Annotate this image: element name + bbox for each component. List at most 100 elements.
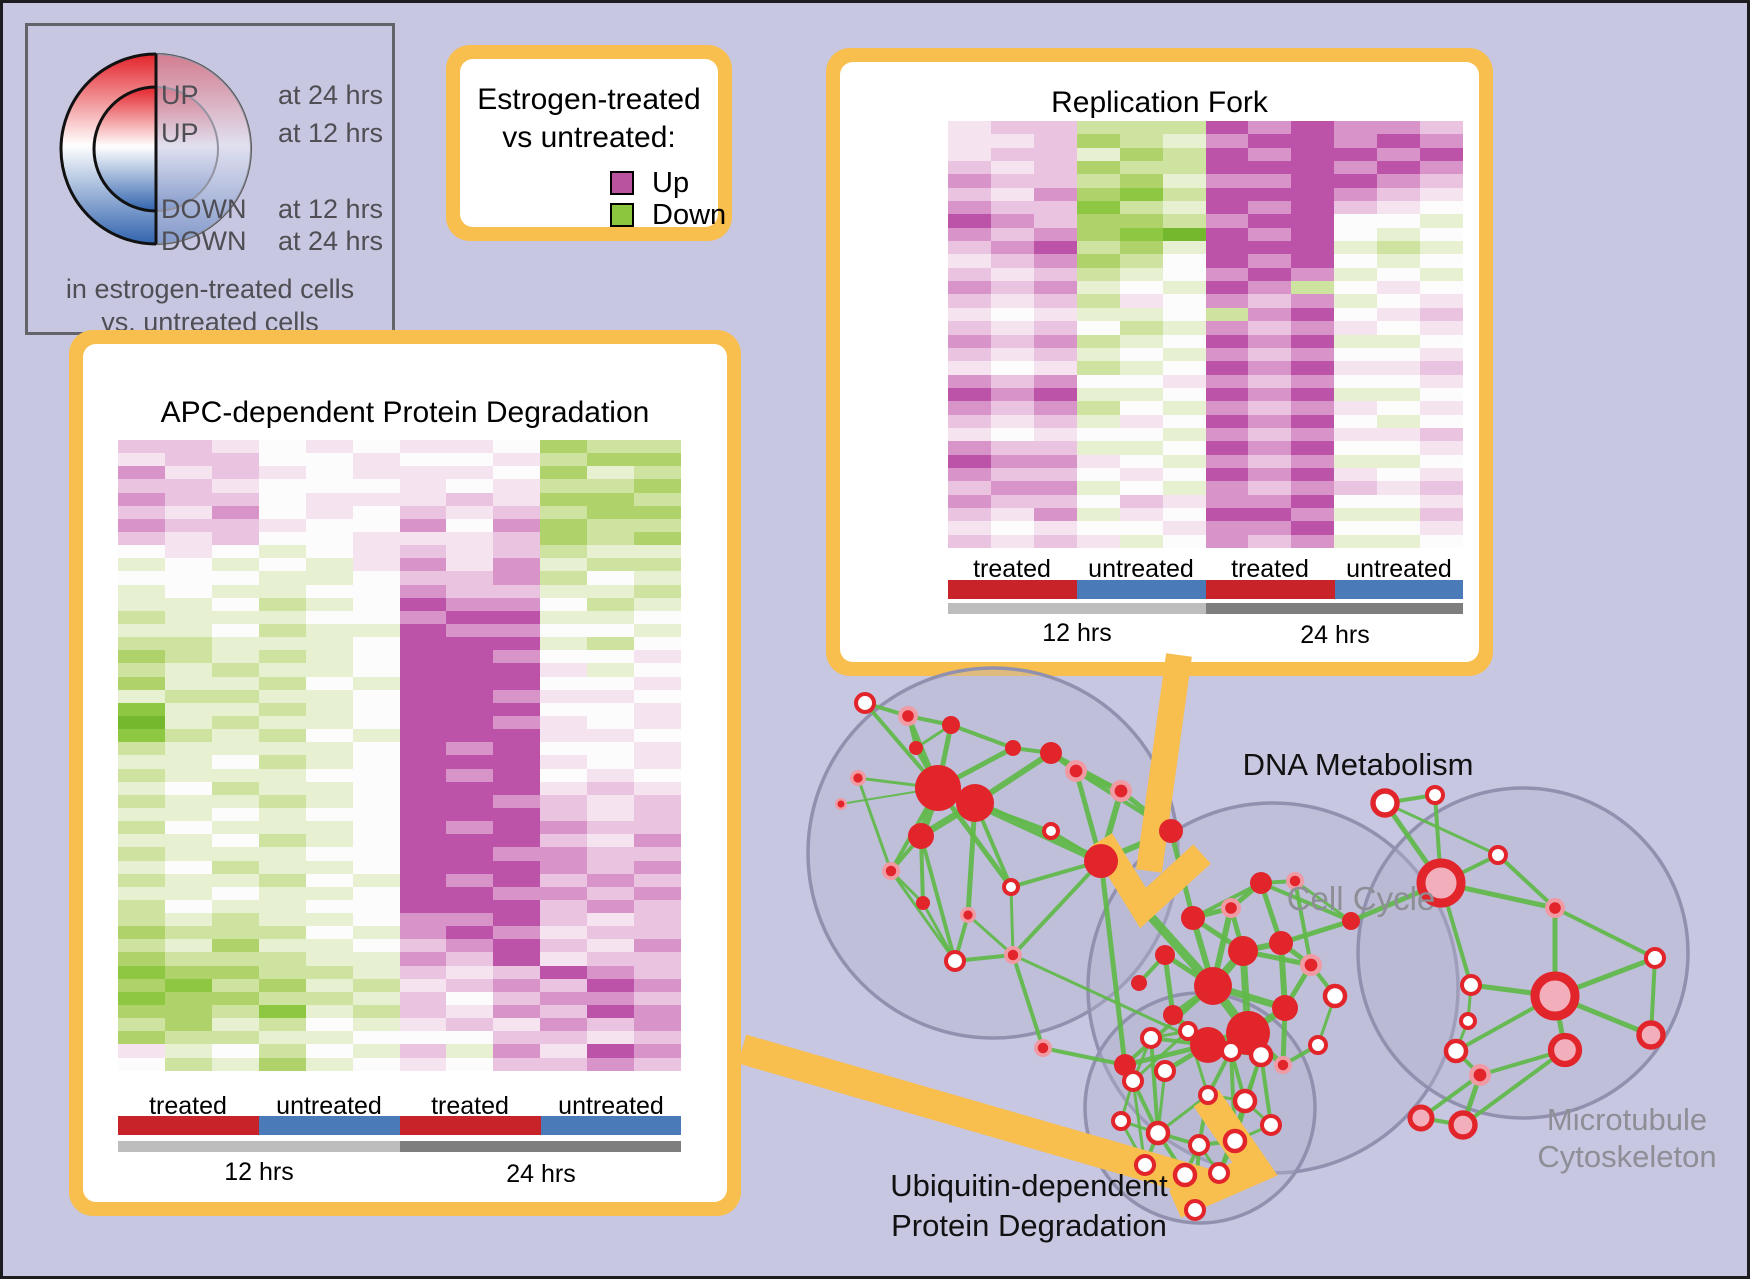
heatmap-cell	[118, 1057, 165, 1071]
heatmap-cell	[352, 834, 400, 848]
heatmap-cell	[587, 1005, 635, 1019]
heatmap-cell	[258, 794, 306, 808]
network-edge	[1009, 886, 1015, 956]
heatmap-cell	[493, 899, 541, 914]
heatmap-cell	[1033, 534, 1077, 548]
heatmap-cell	[446, 1031, 494, 1045]
heatmap-cell	[164, 1044, 212, 1058]
cell-cycle-label: Cell Cycle	[1286, 880, 1436, 917]
heatmap-cell	[493, 505, 541, 519]
heatmap-cell	[258, 584, 306, 598]
heatmap-cell	[948, 494, 991, 508]
heatmap-cell	[990, 521, 1034, 535]
heatmap-cell	[1291, 401, 1335, 415]
heatmap-cell	[1334, 481, 1378, 495]
heatmap-cell	[587, 886, 635, 900]
heatmap-cell	[164, 584, 212, 598]
heatmap-row	[948, 121, 1464, 135]
apc-group-3: treated	[431, 1092, 509, 1120]
heatmap-cell	[1377, 147, 1421, 162]
network-node	[853, 691, 877, 715]
heatmap-cell	[446, 978, 494, 992]
heatmap-cell	[1291, 467, 1335, 482]
heatmap-cell	[1119, 414, 1163, 428]
heatmap-cell	[1291, 534, 1335, 548]
heatmap-cell	[1291, 387, 1335, 402]
heatmap-cell	[211, 821, 259, 835]
heatmap-cell	[118, 545, 165, 559]
heatmap-cell	[118, 453, 165, 467]
heatmap-cell	[1334, 361, 1378, 375]
heatmap-cell	[990, 441, 1034, 455]
heatmap-cell	[540, 794, 588, 808]
heatmap-cell	[1033, 374, 1077, 388]
heatmap-cell	[1033, 414, 1077, 428]
heatmap-cell	[948, 321, 991, 335]
heatmap-cell	[352, 610, 400, 624]
heatmap-cell	[1291, 294, 1335, 308]
heatmap-cell	[258, 755, 306, 769]
heatmap-cell	[258, 978, 306, 992]
heatmap-row	[118, 650, 682, 664]
heatmap-cell	[1205, 507, 1249, 522]
heatmap-cell	[493, 755, 541, 769]
updown-circles-glyph	[59, 52, 252, 246]
heatmap-cell	[990, 187, 1034, 202]
heatmap-cell	[1162, 334, 1206, 348]
heatmap-row	[118, 952, 682, 966]
heatmap-cell	[990, 214, 1034, 228]
heatmap-cell	[634, 1031, 682, 1045]
heatmap-cell	[1248, 481, 1292, 495]
heatmap-cell	[493, 794, 541, 808]
network-node	[1269, 931, 1293, 955]
heatmap-cell	[258, 505, 306, 519]
heatmap-cell	[1205, 494, 1249, 508]
heatmap-cell	[1291, 361, 1335, 375]
heatmap-cell	[1205, 454, 1249, 468]
heatmap-cell	[1291, 521, 1335, 535]
heatmap-cell	[1420, 387, 1464, 402]
heatmap-cell	[305, 597, 353, 611]
heatmap-row	[118, 597, 682, 611]
heatmap-cell	[1248, 134, 1292, 148]
heatmap-cell	[587, 978, 635, 992]
heatmap-cell	[1205, 387, 1249, 402]
network-node	[1178, 1021, 1198, 1041]
heatmap-cell	[1033, 214, 1077, 228]
network-node	[1259, 1113, 1283, 1137]
heatmap-cell	[305, 781, 353, 795]
heatmap-cell	[634, 518, 682, 532]
updown-legend-panel: Estrogen-treated vs untreated: Up Down	[446, 45, 732, 241]
heatmap-cell	[164, 545, 212, 559]
network-edge	[1461, 1048, 1567, 1127]
updown-legend-title-line1: Estrogen-treated	[477, 83, 701, 116]
heatmap-cell	[446, 440, 494, 454]
heatmap-cell	[118, 637, 165, 651]
heatmap-cell	[446, 597, 494, 611]
heatmap-cell	[1248, 281, 1292, 295]
heatmap-cell	[258, 1031, 306, 1045]
heatmap-cell	[1076, 481, 1120, 495]
heatmap-cell	[446, 886, 494, 900]
heatmap-cell	[399, 584, 447, 598]
heatmap-cell	[1377, 267, 1421, 282]
heatmap-cell	[305, 518, 353, 532]
heatmap-cell	[634, 453, 682, 467]
heatmap-cell	[258, 610, 306, 624]
heatmap-cell	[587, 663, 635, 677]
heatmap-cell	[1420, 507, 1464, 522]
heatmap-row	[948, 161, 1464, 175]
heatmap-cell	[305, 702, 353, 716]
heatmap-cell	[493, 978, 541, 992]
network-node	[1131, 975, 1147, 991]
heatmap-cell	[118, 531, 165, 546]
heatmap-cell	[1162, 147, 1206, 162]
heatmap-cell	[1033, 201, 1077, 215]
heatmap-cell	[948, 307, 991, 322]
heatmap-cell	[1334, 161, 1378, 175]
heatmap-cell	[587, 676, 635, 690]
heatmap-cell	[1291, 281, 1335, 295]
heatmap-cell	[446, 1018, 494, 1032]
heatmap-cell	[352, 1044, 400, 1058]
heatmap-cell	[258, 663, 306, 677]
